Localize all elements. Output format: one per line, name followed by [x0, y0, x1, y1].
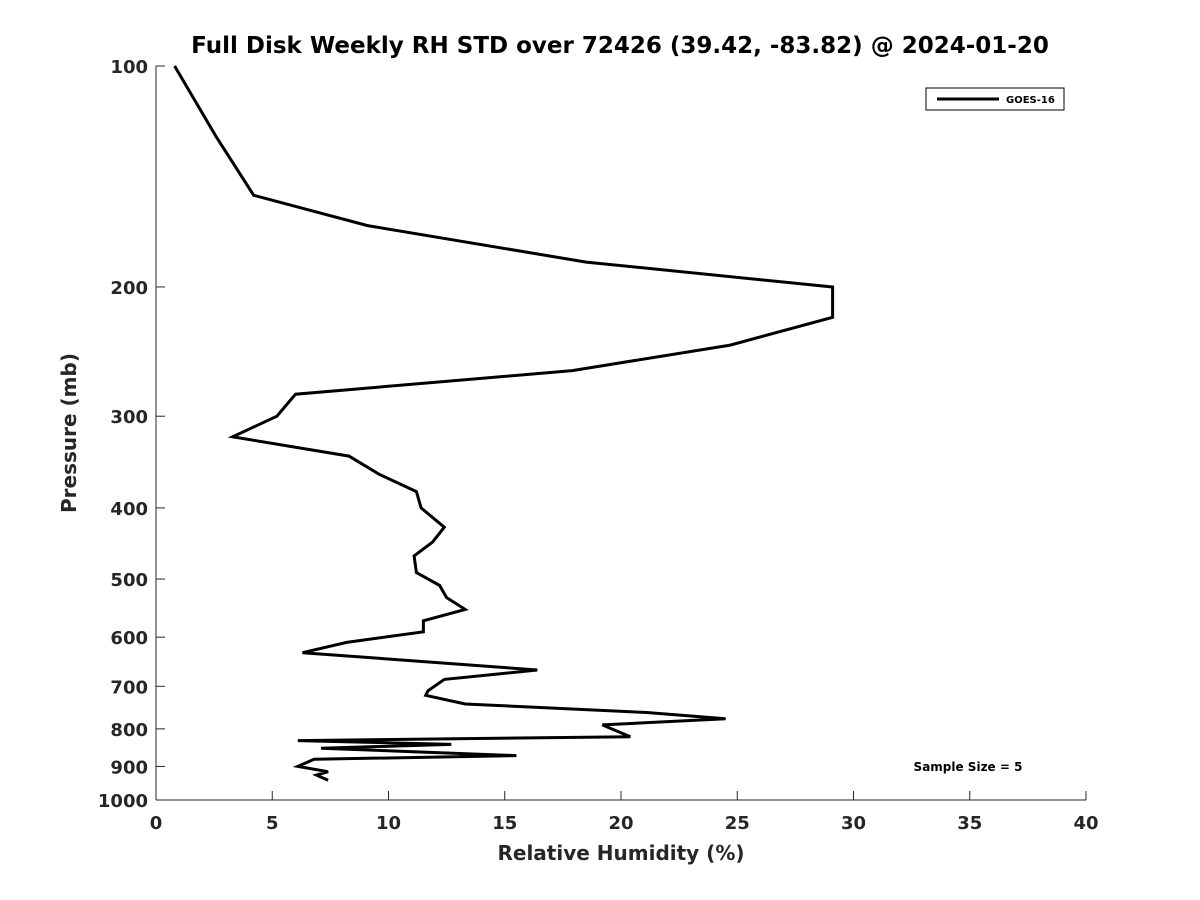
x-tick-label: 20	[608, 813, 633, 834]
series-line-goes-16	[173, 65, 835, 782]
y-tick-label: 600	[110, 628, 148, 649]
axes	[155, 66, 1086, 801]
x-tick-label: 40	[1073, 813, 1098, 834]
x-axis-ticks: 0 5 10 15 20 25 30 35 40	[150, 791, 1099, 834]
legend-label-goes-16: GOES-16	[1006, 95, 1055, 106]
y-tick-label: 400	[110, 499, 148, 520]
x-tick-label: 5	[266, 813, 279, 834]
x-tick-label: 25	[725, 813, 750, 834]
y-tick-label: 700	[110, 677, 148, 698]
y-tick-label: 900	[110, 757, 148, 778]
chart-title: Full Disk Weekly RH STD over 72426 (39.4…	[191, 33, 1049, 59]
x-axis-label: Relative Humidity (%)	[497, 841, 744, 865]
y-tick-label: 800	[110, 720, 148, 741]
x-tick-label: 35	[957, 813, 982, 834]
series-layer	[173, 65, 835, 782]
y-tick-label: 300	[110, 407, 148, 428]
x-tick-label: 15	[492, 813, 517, 834]
y-axis-label: Pressure (mb)	[57, 353, 81, 513]
x-tick-label: 0	[150, 813, 163, 834]
y-tick-label: 1000	[98, 791, 148, 812]
y-tick-label: 200	[110, 278, 148, 299]
x-tick-label: 10	[376, 813, 401, 834]
y-tick-label: 100	[110, 57, 148, 78]
x-tick-label: 30	[841, 813, 866, 834]
legend: GOES-16	[925, 87, 1065, 111]
sample-size-annotation: Sample Size = 5	[914, 760, 1023, 774]
y-tick-label: 500	[110, 570, 148, 591]
y-axis-ticks: 100 200 300 400 500 600 700 800 900 1000	[98, 57, 165, 812]
